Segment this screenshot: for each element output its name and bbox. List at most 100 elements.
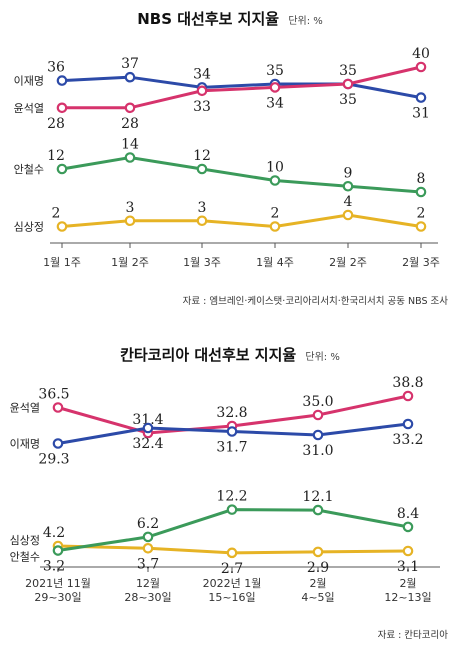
- kantar-value-윤석열-4: 38.8: [392, 375, 423, 391]
- kantar-point-윤석열-4: [402, 390, 414, 402]
- kantar-value-안철수-4: 8.4: [397, 506, 419, 522]
- nbs-value-이재명-2: 34: [193, 66, 211, 82]
- nbs-value-이재명-4: 35: [339, 63, 357, 79]
- nbs-value-안철수-5: 8: [417, 171, 426, 187]
- kantar-value-윤석열-3: 35.0: [302, 394, 333, 410]
- kantar-value-심상정-0: 4.2: [43, 525, 65, 541]
- kantar-point-안철수-3: [312, 504, 324, 516]
- kantar-chart-title: 칸타코리아 대선후보 지지율 단위: %: [0, 344, 460, 365]
- kantar-x-label-0-0: 2021년 11월: [25, 577, 91, 590]
- nbs-line-이재명: [61, 75, 422, 100]
- kantar-point-이재명-2: [226, 426, 238, 437]
- kantar-point-심상정-3: [312, 546, 324, 558]
- kantar-point-안철수-1: [142, 531, 154, 543]
- kantar-value-이재명-3: 31.0: [302, 443, 333, 459]
- kantar-value-윤석열-1: 31.4: [132, 412, 163, 428]
- kantar-value-윤석열-0: 36.5: [38, 387, 69, 403]
- kantar-series-label-안철수: 안철수: [10, 551, 40, 564]
- nbs-series-label-안철수: 안철수: [14, 163, 44, 176]
- nbs-chart-title: NBS 대선후보 지지율 단위: %: [0, 8, 460, 29]
- nbs-unit-text: 단위: %: [288, 16, 323, 27]
- kantar-point-이재명-0: [52, 438, 64, 449]
- kantar-value-이재명-2: 31.7: [216, 440, 247, 456]
- kantar-point-안철수-0: [52, 545, 64, 556]
- kantar-value-안철수-2: 12.2: [216, 489, 247, 505]
- kantar-value-심상정-2: 2.7: [221, 561, 243, 577]
- kantar-unit-text: 단위: %: [305, 352, 340, 363]
- nbs-value-이재명-0: 36: [47, 60, 65, 76]
- kantar-point-이재명-4: [402, 418, 414, 430]
- nbs-value-심상정-4: 4: [344, 194, 353, 210]
- kantar-line-안철수: [57, 508, 409, 553]
- nbs-point-심상정-0: [56, 221, 68, 232]
- nbs-x-label-1월-4주: 1월 4주: [256, 256, 294, 269]
- nbs-value-심상정-2: 3: [198, 200, 207, 216]
- nbs-point-이재명-5: [415, 92, 427, 103]
- nbs-title-text: NBS 대선후보 지지율: [137, 10, 280, 28]
- nbs-value-안철수-2: 12: [193, 148, 211, 164]
- kantar-point-윤석열-0: [52, 402, 64, 413]
- kantar-x-label-2-0: 2022년 1월: [203, 577, 262, 590]
- nbs-value-윤석열-2: 33: [193, 99, 211, 115]
- nbs-point-안철수-5: [415, 186, 427, 198]
- kantar-series-label-심상정: 심상정: [10, 534, 40, 547]
- nbs-value-이재명-3: 35: [266, 63, 284, 79]
- kantar-source-note: 자료 : 칸타코리아: [377, 630, 448, 641]
- nbs-value-안철수-0: 12: [47, 148, 65, 164]
- nbs-source-note: 자료 : 엠브레인·케이스탯·코리아리서치·한국리서치 공동 NBS 조사: [182, 296, 448, 307]
- kantar-title-text: 칸타코리아 대선후보 지지율: [120, 346, 297, 364]
- nbs-point-이재명-1: [124, 71, 136, 83]
- nbs-value-윤석열-5: 40: [412, 46, 430, 62]
- kantar-x-label-0-1: 29~30일: [34, 590, 81, 604]
- kantar-series-label-이재명: 이재명: [10, 438, 40, 451]
- nbs-series-label-윤석열: 윤석열: [14, 102, 44, 115]
- kantar-point-안철수-2: [226, 504, 238, 515]
- kantar-value-심상정-1: 3.7: [137, 556, 159, 572]
- nbs-value-윤석열-1: 28: [121, 116, 139, 132]
- nbs-point-심상정-5: [415, 221, 427, 232]
- nbs-x-label-1월-2주: 1월 2주: [111, 256, 149, 269]
- nbs-point-윤석열-2: [196, 85, 208, 97]
- nbs-chart: NBS 대선후보 지지율 단위: % 1월 1주 1월 2주 1월 3주 1월 4주 2…: [0, 0, 460, 320]
- kantar-point-심상정-1: [142, 542, 154, 554]
- kantar-x-label-3-1: 4~5일: [301, 590, 334, 604]
- nbs-point-심상정-2: [196, 215, 208, 227]
- nbs-point-윤석열-4: [342, 78, 354, 90]
- nbs-x-label-2월-2주: 2월 2주: [329, 256, 367, 269]
- nbs-point-안철수-1: [124, 152, 136, 163]
- nbs-line-윤석열: [62, 65, 422, 110]
- nbs-value-안철수-4: 9: [344, 165, 353, 181]
- kantar-value-안철수-3: 12.1: [302, 489, 333, 505]
- kantar-value-안철수-0: 3.2: [43, 559, 65, 575]
- nbs-value-심상정-5: 2: [417, 206, 426, 222]
- nbs-point-심상정-4: [342, 209, 354, 221]
- kantar-point-심상정-4: [402, 545, 414, 557]
- kantar-value-이재명-1: 32.4: [132, 436, 163, 452]
- nbs-point-윤석열-1: [124, 102, 136, 114]
- nbs-value-안철수-3: 10: [266, 160, 284, 176]
- kantar-point-윤석열-3: [312, 409, 324, 421]
- nbs-x-label-2월-3주: 2월 3주: [402, 256, 440, 269]
- kantar-value-윤석열-2: 32.8: [216, 405, 247, 421]
- kantar-value-이재명-4: 33.2: [392, 432, 423, 448]
- kantar-point-이재명-1: [142, 422, 154, 434]
- kantar-x-label-1-0: 12월: [136, 577, 160, 590]
- kantar-x-label-4-1: 12~13일: [384, 590, 431, 604]
- nbs-line-안철수: [61, 155, 422, 194]
- nbs-point-윤석열-5: [415, 61, 427, 73]
- nbs-point-이재명-0: [56, 75, 68, 86]
- kantar-x-label-1-1: 28~30일: [124, 590, 171, 604]
- kantar-value-안철수-1: 6.2: [137, 516, 159, 532]
- nbs-point-심상정-1: [124, 215, 136, 227]
- kantar-x-label-2-1: 15~16일: [208, 590, 255, 604]
- nbs-x-label-1월-3주: 1월 3주: [183, 256, 221, 269]
- nbs-value-윤석열-0: 28: [47, 116, 65, 132]
- nbs-point-윤석열-0: [56, 102, 68, 114]
- kantar-value-이재명-0: 29.3: [38, 452, 69, 468]
- kantar-point-이재명-3: [312, 429, 324, 441]
- nbs-point-안철수-3: [269, 175, 281, 186]
- nbs-value-윤석열-3: 34: [266, 95, 284, 111]
- nbs-value-이재명-5: 31: [412, 106, 430, 122]
- nbs-point-심상정-3: [269, 221, 281, 232]
